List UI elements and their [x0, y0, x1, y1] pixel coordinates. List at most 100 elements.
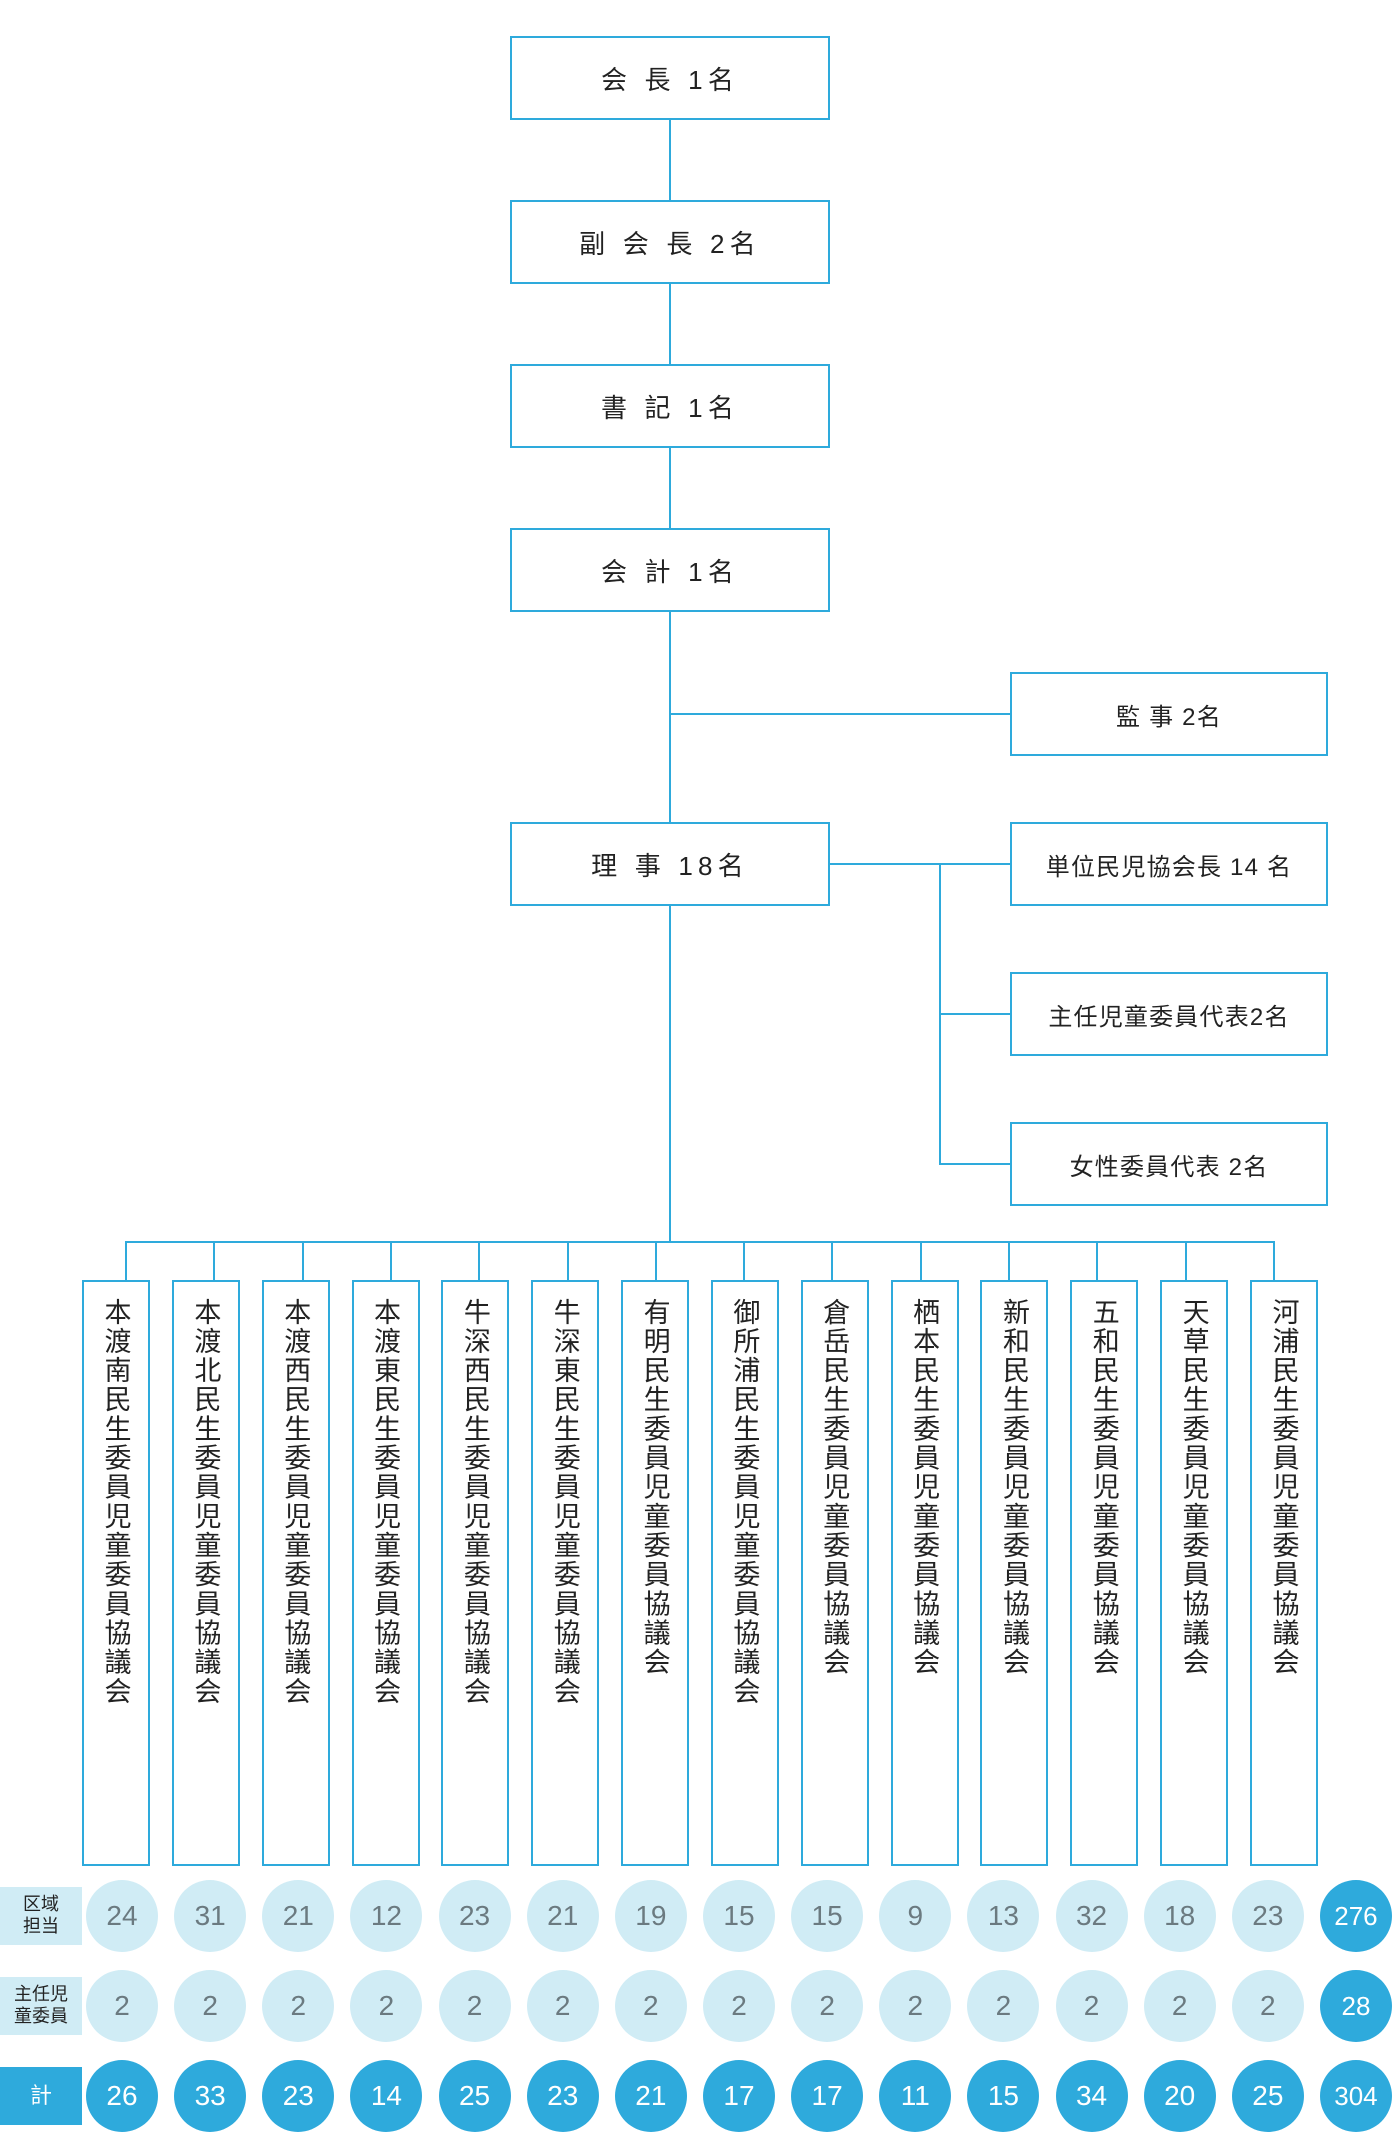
connector-line [1273, 1242, 1275, 1280]
committee-label: 本渡北民生委員児童委員協議会 [186, 1298, 225, 1706]
connector-line [478, 1242, 480, 1280]
org-chart-canvas: 会 長 1名副 会 長 2名書 記 1名会 計 1名理 事 18名 監 事 2名単… [0, 0, 1400, 2140]
data-circle: 2 [791, 1970, 863, 2042]
data-circle: 2 [879, 1970, 951, 2042]
committee-box-13: 河浦民生委員児童委員協議会 [1250, 1280, 1318, 1866]
committee-box-8: 倉岳民生委員児童委員協議会 [801, 1280, 869, 1866]
committee-label: 倉岳民生委員児童委員協議会 [815, 1298, 854, 1677]
connector-line [302, 1242, 304, 1280]
data-circle: 18 [1144, 1880, 1216, 1952]
committee-box-0: 本渡南民生委員児童委員協議会 [82, 1280, 150, 1866]
connector-line [669, 448, 671, 528]
connector-line [669, 284, 671, 364]
committee-label: 御所浦民生委員児童委員協議会 [725, 1298, 764, 1706]
committee-label: 本渡南民生委員児童委員協議会 [97, 1298, 136, 1706]
connector-line [669, 906, 671, 1242]
data-circle: 21 [262, 1880, 334, 1952]
connector-line [940, 863, 1010, 865]
data-circle: 15 [791, 1880, 863, 1952]
hierarchy-box-3: 会 計 1名 [510, 528, 830, 612]
data-circle: 2 [1144, 1970, 1216, 2042]
committee-label: 五和民生委員児童委員協議会 [1085, 1298, 1124, 1677]
data-circle: 2 [967, 1970, 1039, 2042]
committee-row: 本渡南民生委員児童委員協議会 本渡北民生委員児童委員協議会 本渡西民生委員児童委員協… [82, 1280, 1318, 1866]
data-circle-total: 304 [1320, 2060, 1392, 2132]
connector-line [1008, 1242, 1010, 1280]
data-circle: 34 [1056, 2060, 1128, 2132]
data-circle: 25 [1232, 2060, 1304, 2132]
data-circle: 12 [350, 1880, 422, 1952]
connector-line [940, 1163, 1010, 1165]
data-circle: 2 [262, 1970, 334, 2042]
committee-box-4: 牛深西民生委員児童委員協議会 [441, 1280, 509, 1866]
committee-box-7: 御所浦民生委員児童委員協議会 [711, 1280, 779, 1866]
connector-line [669, 120, 671, 200]
data-circle: 2 [615, 1970, 687, 2042]
committee-box-10: 新和民生委員児童委員協議会 [980, 1280, 1048, 1866]
data-circle: 24 [86, 1880, 158, 1952]
row-label: 区域担当 [0, 1887, 82, 1945]
data-circle: 25 [439, 2060, 511, 2132]
committee-box-6: 有明民生委員児童委員協議会 [621, 1280, 689, 1866]
circle-row: 243121122321191515913321823276 [82, 1880, 1400, 1952]
row-label: 計 [0, 2067, 82, 2125]
data-row-1: 主任児童委員2222222222222228 [0, 1966, 1400, 2046]
connector-line [390, 1242, 392, 1280]
side-box-3: 女性委員代表 2名 [1010, 1122, 1328, 1206]
connector-line [213, 1242, 215, 1280]
data-circle: 17 [791, 2060, 863, 2132]
connector-line [830, 863, 940, 865]
data-circle: 20 [1144, 2060, 1216, 2132]
connector-line [743, 1242, 745, 1280]
connector-line [940, 1013, 1010, 1015]
data-table: 区域担当243121122321191515913321823276 主任児童委員… [0, 1876, 1400, 2146]
data-circle: 13 [967, 1880, 1039, 1952]
connector-line [831, 1242, 833, 1280]
data-circle: 15 [967, 2060, 1039, 2132]
committee-box-9: 栖本民生委員児童委員協議会 [891, 1280, 959, 1866]
committee-box-5: 牛深東民生委員児童委員協議会 [531, 1280, 599, 1866]
data-row-0: 区域担当243121122321191515913321823276 [0, 1876, 1400, 1956]
data-circle: 23 [439, 1880, 511, 1952]
data-circle: 14 [350, 2060, 422, 2132]
data-circle-total: 276 [1320, 1880, 1392, 1952]
data-circle: 26 [86, 2060, 158, 2132]
hierarchy-box-1: 副 会 長 2名 [510, 200, 830, 284]
data-circle: 19 [615, 1880, 687, 1952]
committee-label: 河浦民生委員児童委員協議会 [1264, 1298, 1303, 1677]
data-circle: 31 [174, 1880, 246, 1952]
data-circle: 9 [879, 1880, 951, 1952]
data-circle: 2 [527, 1970, 599, 2042]
data-circle: 15 [703, 1880, 775, 1952]
hierarchy-box-0: 会 長 1名 [510, 36, 830, 120]
committee-label: 新和民生委員児童委員協議会 [995, 1298, 1034, 1677]
data-circle-total: 28 [1320, 1970, 1392, 2042]
data-circle: 2 [1056, 1970, 1128, 2042]
committee-label: 牛深西民生委員児童委員協議会 [456, 1298, 495, 1706]
committee-label: 本渡西民生委員児童委員協議会 [276, 1298, 315, 1706]
committee-box-3: 本渡東民生委員児童委員協議会 [352, 1280, 420, 1866]
data-circle: 2 [703, 1970, 775, 2042]
data-row-2: 計2633231425232117171115342025304 [0, 2056, 1400, 2136]
committee-label: 天草民生委員児童委員協議会 [1175, 1298, 1214, 1677]
side-box-2: 主任児童委員代表2名 [1010, 972, 1328, 1056]
committee-label: 栖本民生委員児童委員協議会 [905, 1298, 944, 1677]
data-circle: 23 [1232, 1880, 1304, 1952]
connector-line [655, 1242, 657, 1280]
side-box-0: 監 事 2名 [1010, 672, 1328, 756]
hierarchy-box-2: 書 記 1名 [510, 364, 830, 448]
circle-row: 2222222222222228 [82, 1970, 1400, 2042]
connector-line [567, 1242, 569, 1280]
connector-line [670, 713, 1010, 715]
data-circle: 2 [350, 1970, 422, 2042]
side-box-1: 単位民児協会長 14 名 [1010, 822, 1328, 906]
hierarchy-box-4: 理 事 18名 [510, 822, 830, 906]
data-circle: 21 [527, 1880, 599, 1952]
data-circle: 2 [1232, 1970, 1304, 2042]
data-circle: 33 [174, 2060, 246, 2132]
connector-line [125, 1241, 1275, 1243]
committee-box-11: 五和民生委員児童委員協議会 [1070, 1280, 1138, 1866]
connector-line [920, 1242, 922, 1280]
committee-box-1: 本渡北民生委員児童委員協議会 [172, 1280, 240, 1866]
data-circle: 2 [439, 1970, 511, 2042]
